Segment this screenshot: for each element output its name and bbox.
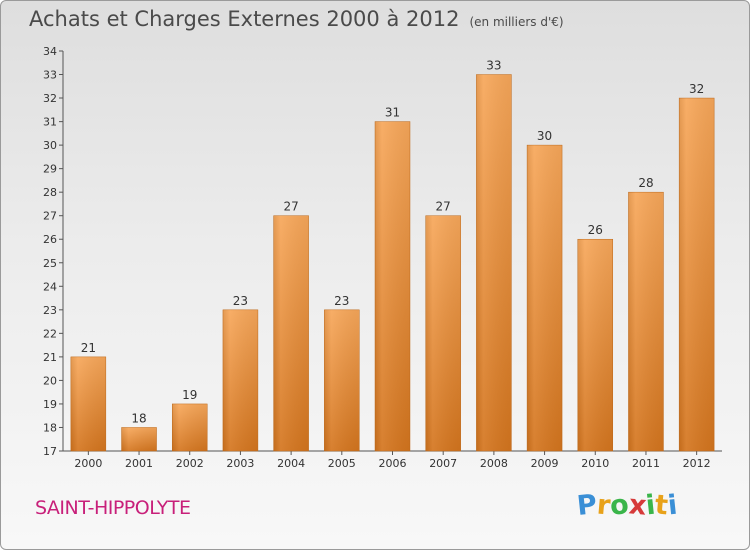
y-tick-label: 25 (43, 257, 57, 270)
x-tick-label: 2010 (581, 457, 609, 470)
bar-shade (425, 215, 461, 451)
y-tick-label: 33 (43, 69, 57, 82)
y-tick-label: 30 (43, 139, 57, 152)
x-tick-label: 2001 (125, 457, 153, 470)
bar-value-label: 32 (689, 82, 704, 96)
bar-value-label: 31 (385, 106, 400, 120)
bar-value-label: 30 (537, 129, 552, 143)
y-axis: 17 18 19 20 21 22 23 24 25 26 27 28 29 30 31 32 33 34 (43, 45, 64, 458)
x-tick-label: 2004 (277, 457, 305, 470)
x-tick-label: 2005 (328, 457, 356, 470)
y-tick-label: 17 (43, 445, 57, 458)
location-name: SAINT-HIPPOLYTE (35, 497, 191, 519)
x-tick-label: 2002 (176, 457, 204, 470)
bar-shade (222, 309, 258, 451)
bar-shade (273, 215, 309, 451)
bar-value-label: 23 (233, 294, 248, 308)
y-tick-label: 23 (43, 304, 57, 317)
bar-value-label: 28 (638, 176, 653, 190)
bar-value-label: 26 (588, 223, 603, 237)
x-tick-label: 2011 (632, 457, 660, 470)
bar-shade (70, 356, 106, 451)
y-tick-label: 26 (43, 233, 57, 246)
bar-value-label: 21 (81, 341, 96, 355)
bar-shade (527, 145, 563, 451)
bar-value-label: 18 (131, 411, 146, 425)
bar-shade (172, 403, 208, 451)
bars: 21 18 19 23 27 23 31 27 33 30 26 28 32 (70, 59, 715, 452)
x-tick-label: 2000 (74, 457, 102, 470)
x-tick-label: 2009 (531, 457, 559, 470)
chart-title-text: Achats et Charges Externes 2000 à 2012 (29, 7, 460, 31)
y-tick-label: 34 (43, 45, 57, 58)
bar-shade (628, 192, 664, 452)
y-tick-label: 19 (43, 398, 57, 411)
bar-shade (679, 98, 715, 451)
logo-letter: i (666, 489, 680, 522)
y-tick-label: 31 (43, 116, 57, 129)
bar-value-label: 27 (283, 200, 298, 214)
y-tick-label: 18 (43, 421, 57, 434)
x-tick-label: 2007 (429, 457, 457, 470)
y-tick-label: 20 (43, 374, 57, 387)
bar-value-label: 19 (182, 388, 197, 402)
bar-shade (476, 74, 512, 451)
bar-shade (577, 239, 613, 451)
bar-value-label: 27 (436, 200, 451, 214)
bar-shade (375, 121, 410, 452)
y-tick-label: 21 (43, 351, 57, 364)
y-tick-label: 27 (43, 210, 57, 223)
x-tick-label: 2008 (480, 457, 508, 470)
y-tick-label: 22 (43, 327, 57, 340)
y-tick-label: 32 (43, 92, 57, 105)
x-tick-label: 2012 (683, 457, 711, 470)
x-tick-label: 2006 (379, 457, 407, 470)
y-tick-label: 29 (43, 163, 57, 176)
x-tick-label: 2003 (226, 457, 254, 470)
bar-shade (121, 427, 157, 451)
proxiti-logo: Proxiti (575, 489, 680, 522)
bar-value-label: 23 (334, 294, 349, 308)
chart-unit: (en milliers d'€) (469, 15, 564, 29)
x-axis: 2000 2001 2002 2003 2004 2005 2006 2007 2008 2009… (63, 450, 722, 470)
chart-title: Achats et Charges Externes 2000 à 2012 (e… (29, 7, 564, 31)
y-tick-label: 24 (43, 280, 57, 293)
bar-shade (324, 309, 360, 451)
y-tick-label: 28 (43, 186, 57, 199)
bar-value-label: 33 (486, 59, 501, 73)
